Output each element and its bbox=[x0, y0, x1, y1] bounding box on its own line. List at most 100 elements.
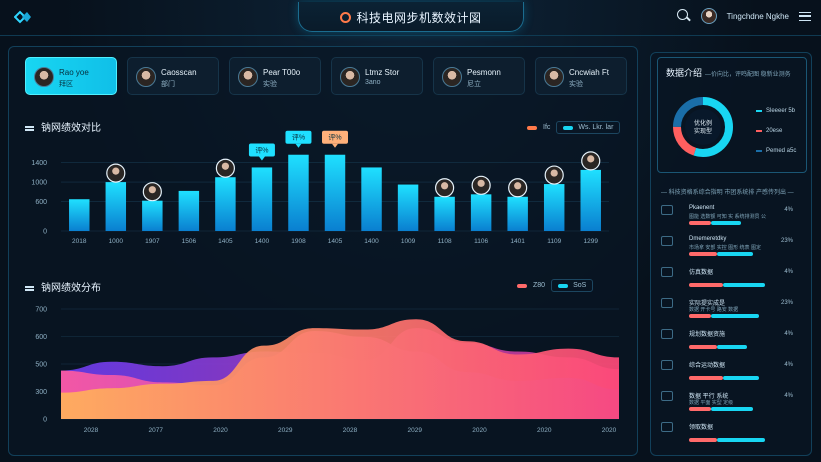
donut-slice[interactable] bbox=[673, 97, 733, 157]
bar-ytick: 600 bbox=[35, 199, 47, 206]
rank-item-name: 综合运动数据 bbox=[689, 363, 726, 369]
bar[interactable] bbox=[142, 200, 163, 231]
rank-bar-a bbox=[689, 345, 717, 349]
bar[interactable] bbox=[251, 167, 273, 231]
rank-item-name: Dmemeretdky bbox=[689, 236, 727, 242]
area-xtick: 2020 bbox=[602, 427, 617, 434]
bar[interactable] bbox=[434, 196, 455, 231]
bar[interactable] bbox=[69, 199, 90, 231]
area-xtick: 2077 bbox=[149, 427, 164, 434]
rank-item-desc: 图能 选数额 可知 实 系统排测员 公 bbox=[689, 214, 766, 220]
header-bar: 科技电网步机数效计図 Tingchdne Ngkhe bbox=[0, 0, 821, 36]
bar-xtick: 1907 bbox=[145, 238, 160, 245]
bar-avatar-face bbox=[550, 169, 558, 177]
donut-legend-label: Sleeeer 5b bbox=[766, 108, 796, 114]
bar-ytick: 1000 bbox=[31, 180, 47, 187]
rank-item[interactable]: 领取数据 bbox=[661, 420, 803, 448]
legend-swatch-b bbox=[563, 125, 574, 130]
rank-bar-b bbox=[711, 407, 753, 411]
card-avatar bbox=[340, 67, 360, 87]
area-ytick: 0 bbox=[43, 417, 47, 424]
bar-callout-tip bbox=[332, 143, 338, 148]
card-name: Ltmz Stor bbox=[365, 68, 400, 77]
card-name: Pesmonn bbox=[467, 68, 501, 77]
person-card-4[interactable]: Pesmonn 尼立 bbox=[433, 57, 525, 95]
bar[interactable] bbox=[288, 154, 309, 231]
bar[interactable] bbox=[324, 154, 346, 231]
area-ytick: 300 bbox=[35, 389, 47, 396]
card-name: Pear T00o bbox=[263, 68, 301, 77]
bar-xtick: 1908 bbox=[291, 238, 306, 245]
area-section-title: 钠网绩效分布 bbox=[25, 279, 101, 294]
bar[interactable] bbox=[470, 194, 492, 231]
bar[interactable] bbox=[178, 190, 200, 231]
donut-legend-swatch bbox=[756, 110, 762, 112]
bar[interactable] bbox=[105, 182, 127, 231]
card-avatar bbox=[136, 67, 156, 87]
bar[interactable] bbox=[580, 169, 601, 231]
rank-item[interactable]: 规划数据资施 4% bbox=[661, 327, 803, 355]
bar-avatar-face bbox=[221, 162, 229, 170]
legend-label-c: Z80 bbox=[533, 282, 546, 289]
person-card-1[interactable]: Caosscan 部门 bbox=[127, 57, 219, 95]
area-xtick: 2029 bbox=[408, 427, 423, 434]
bar-avatar-face bbox=[514, 182, 522, 190]
bar-callout-label: 评% bbox=[255, 146, 268, 154]
bar-avatar-face bbox=[441, 182, 449, 190]
bar[interactable] bbox=[507, 196, 528, 231]
rank-item[interactable]: Pkaenent 图能 选数额 可知 实 系统排测员 公 4% bbox=[661, 203, 803, 231]
avatar[interactable] bbox=[700, 8, 717, 24]
legend-box-2[interactable]: SoS bbox=[551, 279, 594, 292]
bar-xtick: 1400 bbox=[364, 238, 379, 245]
bar[interactable] bbox=[397, 184, 419, 231]
person-card-0[interactable]: Rao yoe 拜区 bbox=[25, 57, 117, 95]
person-card-3[interactable]: Ltmz Stor 3ano bbox=[331, 57, 423, 95]
rank-item[interactable]: 实际提实成是 数据 开卡号 路安 数据 23% bbox=[661, 296, 803, 324]
donut-legend-item: 20ese bbox=[756, 128, 782, 134]
bar-xtick: 2018 bbox=[72, 238, 87, 245]
area-xtick: 2020 bbox=[213, 427, 228, 434]
bar-xtick: 1299 bbox=[583, 238, 598, 245]
bar-xtick: 1000 bbox=[109, 238, 124, 245]
search-icon[interactable] bbox=[676, 9, 691, 23]
rank-item-icon bbox=[661, 205, 673, 215]
title-plate: 科技电网步机数效计図 bbox=[298, 2, 524, 32]
card-sub: 部门 bbox=[161, 81, 175, 88]
rank-item[interactable]: 数据 平行 系统 数据 平面 实型 定级 4% bbox=[661, 389, 803, 417]
rank-bar-a bbox=[689, 283, 723, 287]
menu-icon[interactable] bbox=[799, 11, 811, 21]
side-title: 数据介绍 —价向比，评鸣配图 稳新业测务 bbox=[666, 66, 791, 79]
bar-xtick: 1108 bbox=[438, 238, 452, 245]
bar-xtick: 1106 bbox=[474, 238, 488, 245]
person-card-2[interactable]: Pear T00o 实验 bbox=[229, 57, 321, 95]
donut-slice[interactable] bbox=[673, 97, 733, 157]
user-name: Tingchdne Ngkhe bbox=[726, 11, 789, 21]
bar[interactable] bbox=[361, 167, 382, 231]
area-xtick: 2028 bbox=[84, 427, 99, 434]
rank-item[interactable]: 仿真数据 4% bbox=[661, 265, 803, 293]
rank-header: — 科技资格系综合指明 市团系统排 产感传列出 — bbox=[661, 190, 794, 196]
bar-chart: 0 600 1000 1400 2018 1000 1907 1506 1405 1400 1908… bbox=[31, 130, 609, 245]
logo-icon[interactable] bbox=[14, 10, 32, 24]
rank-item[interactable]: Dmemeretdky 市场拿 安部 实控 图形 统表 图定 23% bbox=[661, 234, 803, 262]
area-ytick: 500 bbox=[35, 362, 47, 369]
rank-item-icon bbox=[661, 391, 673, 401]
card-name: Cncwiah Ft bbox=[569, 68, 610, 77]
person-card-5[interactable]: Cncwiah Ft 实验 bbox=[535, 57, 627, 95]
rank-item-name: 仿真数据 bbox=[689, 270, 714, 276]
rank-item-pct: 4% bbox=[784, 207, 793, 213]
donut-legend-label: Pemed a5c bbox=[766, 148, 797, 154]
bar[interactable] bbox=[543, 184, 565, 231]
page-title: 科技电网步机数效计図 bbox=[299, 9, 523, 26]
legend-label-d: SoS bbox=[573, 282, 587, 289]
rank-item-name: 领取数据 bbox=[689, 425, 714, 431]
rank-item-desc: 数据 平面 实型 定级 bbox=[689, 400, 734, 406]
bar-ytick: 1400 bbox=[31, 160, 47, 167]
legend-label-a: Ifc bbox=[543, 124, 551, 131]
rank-item[interactable]: 综合运动数据 4% bbox=[661, 358, 803, 386]
legend-box[interactable]: Ws. Lkr. lar bbox=[556, 121, 621, 134]
area-series[interactable] bbox=[61, 319, 619, 419]
bar[interactable] bbox=[215, 177, 236, 231]
rank-item-desc: 市场拿 安部 实控 图形 统表 图定 bbox=[689, 245, 761, 251]
